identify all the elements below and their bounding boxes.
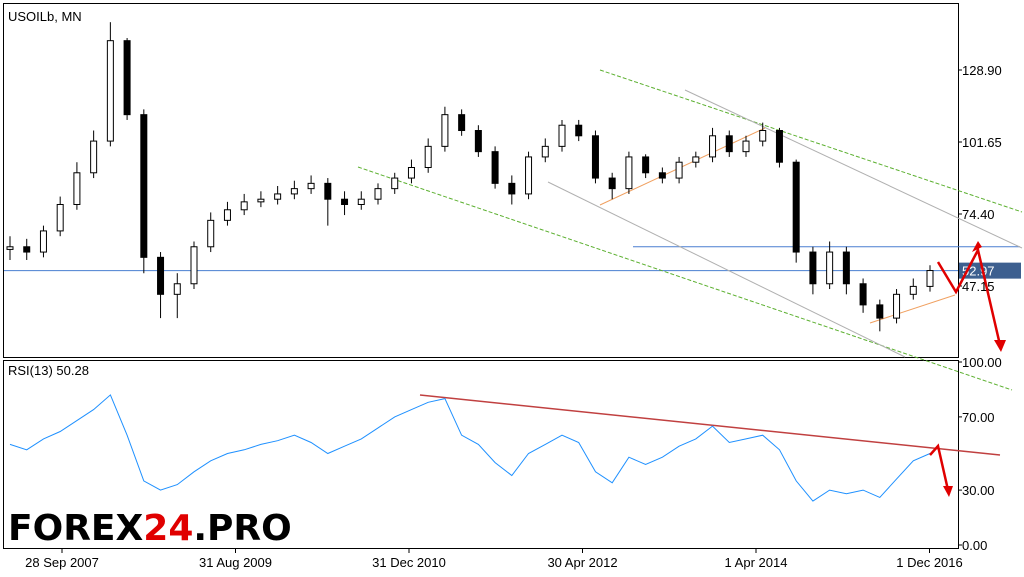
- candle-body: [692, 156, 700, 163]
- rsi-tick-label: 100.00: [962, 355, 1002, 370]
- rsi-trend-line: [419, 394, 1001, 456]
- candle-body: [541, 145, 549, 158]
- candle-body: [859, 283, 867, 306]
- x-tick-label: 1 Dec 2016: [896, 555, 963, 570]
- channel-upper: [599, 69, 1023, 213]
- price-panel-frame: [3, 3, 959, 358]
- candle-body: [508, 182, 516, 195]
- candle-body: [876, 304, 884, 319]
- x-tick-label: 1 Apr 2014: [725, 555, 788, 570]
- candle-body: [658, 172, 666, 179]
- candle-body: [274, 193, 282, 200]
- orange-line: [869, 294, 956, 324]
- candle-body: [240, 201, 248, 211]
- candle-body: [290, 188, 298, 195]
- candle-body: [391, 177, 399, 190]
- candle-body: [56, 203, 64, 232]
- candle-body: [407, 167, 415, 179]
- candle-body: [424, 145, 432, 169]
- candle-body: [458, 114, 466, 132]
- candle-body: [491, 151, 499, 184]
- rsi-tick-label: 30.00: [962, 483, 995, 498]
- forecast-arrows: [929, 241, 1006, 497]
- y-tick-label: 128.90: [962, 63, 1002, 78]
- forecast-path: [936, 246, 1002, 346]
- x-tick-label: 28 Sep 2007: [25, 555, 99, 570]
- candle-body: [173, 283, 181, 295]
- candle-body: [926, 270, 934, 287]
- candle-body: [23, 246, 31, 253]
- candle-body: [341, 198, 349, 205]
- rsi-panel-frame: [3, 360, 959, 549]
- trend-lines: [357, 69, 1023, 456]
- candle-body: [675, 161, 683, 179]
- candle-body: [73, 172, 81, 205]
- candle-body: [257, 198, 265, 203]
- arrow-head: [994, 340, 1006, 352]
- candle-body: [307, 182, 315, 190]
- candle-body: [324, 182, 332, 200]
- x-tick-label: 30 Apr 2012: [547, 555, 617, 570]
- candle-body: [6, 246, 14, 250]
- candle-body: [625, 156, 633, 190]
- candle-body: [190, 246, 198, 285]
- candle-body: [525, 156, 533, 195]
- candle-body: [842, 251, 850, 285]
- candle-body: [809, 251, 817, 285]
- candle-body: [759, 130, 767, 142]
- candle-body: [909, 285, 917, 295]
- rsi-forecast-path: [929, 443, 950, 491]
- candle-body: [775, 130, 783, 163]
- candle-body: [591, 135, 599, 179]
- candle-body: [792, 161, 800, 253]
- candle-body: [374, 188, 382, 200]
- candle-body: [90, 140, 98, 174]
- channel-lower: [357, 166, 1013, 391]
- candle-body: [558, 124, 566, 147]
- y-tick-label: 101.65: [962, 135, 1002, 150]
- candle-body: [575, 124, 583, 137]
- candle-body: [642, 156, 650, 174]
- gray-line: [547, 181, 906, 358]
- candle-body: [725, 135, 733, 153]
- rsi-tick-label: 70.00: [962, 410, 995, 425]
- arrow-head: [972, 241, 982, 252]
- candle-body: [157, 256, 165, 295]
- candle-body: [709, 135, 717, 158]
- current-price-box: [959, 262, 1021, 279]
- y-tick-label: 74.40: [962, 207, 995, 222]
- arrow-head: [943, 486, 953, 497]
- candle-body: [826, 251, 834, 285]
- candle-body: [123, 40, 131, 116]
- candle-body: [207, 219, 215, 248]
- x-tick-label: 31 Aug 2009: [199, 555, 272, 570]
- watermark-part: FOREX: [8, 508, 144, 549]
- candle-body: [474, 130, 482, 153]
- candle-body: [39, 230, 47, 253]
- watermark: FOREX24.PRO: [8, 508, 292, 549]
- candle-body: [357, 198, 365, 205]
- candle-body: [742, 140, 750, 153]
- watermark-part: 24: [143, 508, 193, 549]
- chart-title: USOILb, MN: [8, 9, 82, 24]
- y-tick-label: 47.15: [962, 279, 995, 294]
- rsi-label: RSI(13) 50.28: [8, 363, 89, 378]
- watermark-part: .PRO: [193, 508, 291, 549]
- candle-body: [893, 293, 901, 319]
- candle-body: [140, 114, 148, 258]
- candles: [6, 22, 934, 502]
- rsi-tick-label: 0.00: [962, 538, 987, 553]
- candle-body: [608, 177, 616, 190]
- candle-body: [223, 209, 231, 221]
- x-tick-label: 31 Dec 2010: [372, 555, 446, 570]
- candle-body: [441, 114, 449, 147]
- rsi-line: [9, 394, 931, 502]
- gray-line: [684, 89, 1023, 249]
- candle-body: [106, 40, 114, 142]
